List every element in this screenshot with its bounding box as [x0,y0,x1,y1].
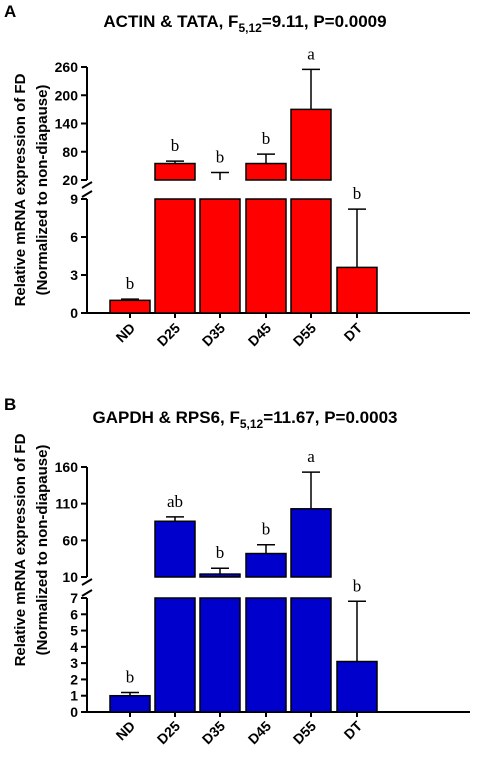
x-tick-label: D55 [290,718,320,748]
y-axis-label-line2: (Normalized to non-diapause) [34,85,51,296]
title-subscript: 5,12 [238,21,262,35]
bar-d45-upper [245,552,287,578]
y-tick-label: 1 [70,688,78,704]
chart-title: ACTIN & TATA, F5,12=9.11, P=0.0009 [103,12,386,35]
significance-letter: b [216,147,225,166]
y-tick-label: 0 [70,305,78,321]
bar-dt [336,266,378,314]
bar-d55-upper [290,108,332,181]
y-tick-label: 160 [55,459,79,475]
significance-letter: ab [167,492,183,511]
y-tick-label: 80 [62,144,78,160]
x-tick-label: D25 [154,718,184,748]
x-tick-label: D35 [199,320,229,350]
y-tick-label: 110 [55,496,78,512]
title-rest: =9.11, P=0.0009 [262,12,387,31]
significance-letter: b [216,543,225,562]
title-main: GAPDH & RPS6, F [93,408,240,427]
bar-d45-lower [245,198,287,314]
chart-panel-b: B GAPDH & RPS6, F5,12=11.67, P=0.0003 Rela… [4,395,470,747]
bar-d25-lower [154,597,196,713]
chart-panel-a: A ACTIN & TATA, F5,12=9.11, P=0.0009 Relat… [4,2,470,349]
y-tick-label: 9 [70,191,78,207]
bar-d55-lower [290,597,332,713]
x-tick-label: DT [341,319,366,344]
y-tick-label: 0 [70,704,78,720]
significance-letter: b [353,576,362,595]
bar-d35-upper [199,573,241,578]
significance-letter: a [307,447,315,466]
panel-letter: B [4,395,16,414]
x-tick-label: D55 [290,320,320,350]
axis-break-mark [81,578,93,586]
significance-letter: b [353,184,362,203]
bar-d25-upper [154,162,196,181]
x-tick-label: D45 [245,320,275,350]
bar-nd [109,299,151,314]
bar-d25-lower [154,198,196,314]
y-tick-label: 60 [62,532,78,548]
y-tick-label: 4 [70,639,78,655]
significance-letter: b [262,129,271,148]
x-tick-label: DT [341,717,366,742]
y-tick-label: 6 [70,606,78,622]
significance-letter: b [262,520,271,539]
x-tick-label: D45 [245,718,275,748]
title-rest: =11.67, P=0.0003 [263,408,397,427]
significance-letter: b [171,136,180,155]
y-tick-label: 3 [70,267,78,283]
y-tick-label: 140 [55,116,79,132]
x-tick-label: D25 [154,320,184,350]
x-tick-label: D35 [199,718,229,748]
bar-d35-lower [199,198,241,314]
bar-d55-upper [290,508,332,578]
significance-letter: b [126,667,135,686]
significance-letter: a [307,44,315,63]
y-tick-label: 10 [62,569,78,585]
y-tick-label: 2 [70,671,78,687]
y-tick-label: 5 [70,623,78,639]
bar-d55-lower [290,198,332,314]
y-tick-label: 7 [70,590,78,606]
x-tick-label: ND [112,718,138,744]
axis-break-mark [81,589,93,597]
title-subscript: 5,12 [240,417,264,431]
y-axis-label: Relative mRNA expression of FD [12,433,29,666]
bar-d25-upper [154,520,196,578]
bar-d35-lower [199,597,241,713]
y-tick-label: 20 [62,172,78,188]
y-axis-label-line2: (Normalized to non-diapause) [34,445,51,656]
panel-letter: A [4,2,16,21]
y-axis-label: Relative mRNA expression of FD [12,73,29,306]
bar-dt [336,660,378,713]
bar-d45-lower [245,597,287,713]
significance-letter: b [126,274,135,293]
y-tick-label: 6 [70,229,78,245]
chart-title: GAPDH & RPS6, F5,12=11.67, P=0.0003 [93,408,398,431]
y-tick-label: 3 [70,655,78,671]
y-tick-label: 260 [55,59,79,75]
axis-break-mark [81,190,93,198]
title-main: ACTIN & TATA, F [103,12,238,31]
axis-break-mark [81,181,93,189]
x-tick-label: ND [112,320,138,346]
bar-nd [109,694,151,713]
y-tick-label: 200 [55,87,79,103]
bar-d45-upper [245,162,287,181]
